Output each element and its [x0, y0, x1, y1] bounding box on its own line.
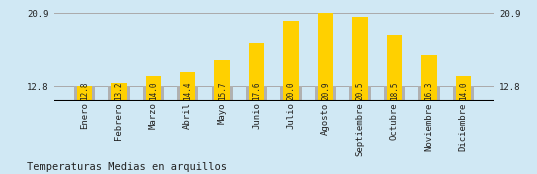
Text: 14.0: 14.0 — [459, 81, 468, 100]
Bar — [74, 86, 95, 101]
Bar — [177, 86, 199, 101]
Bar — [146, 76, 161, 101]
Text: 13.2: 13.2 — [114, 81, 124, 100]
Bar — [387, 35, 402, 101]
Bar — [318, 13, 333, 101]
Text: 14.0: 14.0 — [149, 81, 158, 100]
Text: 15.7: 15.7 — [217, 81, 227, 100]
Bar — [111, 83, 127, 101]
Text: 20.0: 20.0 — [287, 81, 295, 100]
Text: 12.8: 12.8 — [80, 81, 89, 100]
Bar — [315, 86, 336, 101]
Bar — [349, 86, 371, 101]
Bar — [249, 43, 264, 101]
Bar — [352, 17, 368, 101]
Bar — [384, 86, 405, 101]
Text: 16.3: 16.3 — [424, 81, 433, 100]
Bar — [453, 86, 474, 101]
Bar — [284, 21, 299, 101]
Bar — [421, 55, 437, 101]
Text: 20.9: 20.9 — [321, 81, 330, 100]
Bar — [180, 72, 195, 101]
Text: Temperaturas Medias en arquillos: Temperaturas Medias en arquillos — [27, 162, 227, 172]
Bar — [280, 86, 302, 101]
Bar — [418, 86, 440, 101]
Bar — [246, 86, 267, 101]
Bar — [143, 86, 164, 101]
Text: 20.5: 20.5 — [355, 81, 365, 100]
Bar — [108, 86, 129, 101]
Text: 14.4: 14.4 — [183, 81, 192, 100]
Text: 17.6: 17.6 — [252, 81, 261, 100]
Bar — [455, 76, 471, 101]
Bar — [77, 86, 92, 101]
Bar — [212, 86, 233, 101]
Bar — [214, 60, 230, 101]
Text: 18.5: 18.5 — [390, 81, 399, 100]
